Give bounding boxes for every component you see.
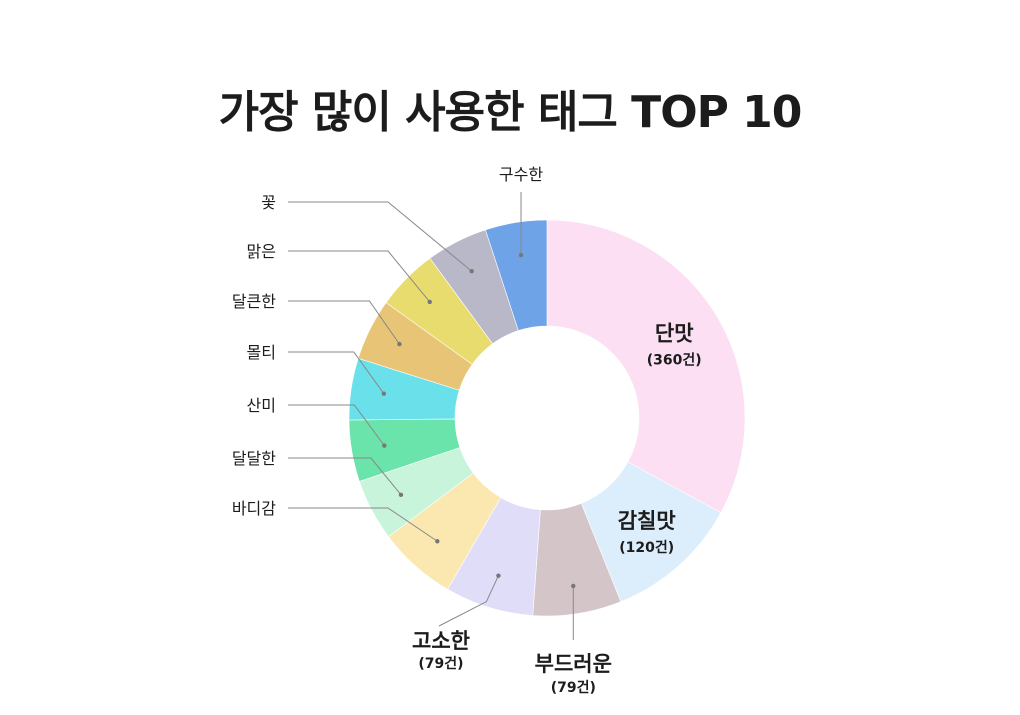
leader-line — [288, 250, 431, 303]
slice-label: 단맛 — [655, 321, 694, 345]
leader-dot — [381, 391, 387, 396]
leader-dot — [398, 492, 404, 498]
slice-count-label: (120건) — [619, 539, 674, 556]
leader-line — [288, 507, 438, 542]
leader-dot — [518, 252, 524, 258]
leader-line — [288, 201, 472, 272]
leader-dot — [469, 269, 474, 274]
chart-title: 가장 많이 사용한 태그 TOP 10 — [218, 87, 803, 138]
leader-line — [288, 300, 400, 345]
slice-label: 산미 — [247, 396, 276, 415]
slice-label: 바디감 — [232, 499, 276, 518]
slice-label: 감칠맛 — [618, 509, 676, 533]
slice-label: 달큰한 — [232, 292, 276, 311]
leader-dot — [571, 583, 576, 589]
slice-label: 꽃 — [261, 193, 276, 212]
slice-count-label: (360건) — [647, 351, 702, 368]
leader-dot — [435, 539, 440, 544]
leader-dot — [382, 443, 387, 448]
leader-line — [288, 457, 402, 496]
slice-label: 구수한 — [499, 165, 543, 184]
slice-label: 달달한 — [232, 449, 276, 468]
leader-dot — [496, 573, 501, 578]
slice-구수한 — [485, 219, 548, 331]
slice-label: 맑은 — [247, 242, 276, 261]
slice-label: 고소한 — [412, 629, 470, 653]
leader-dot — [397, 341, 402, 347]
leader-line — [288, 404, 385, 446]
slice-count-label: (79건) — [418, 655, 463, 672]
leader-line — [288, 351, 385, 394]
leader-line — [438, 575, 499, 627]
leader-dot — [427, 299, 432, 305]
slice-count-label: (79건) — [551, 679, 596, 696]
slice-label: 부드러운 — [535, 652, 612, 676]
slice-단맛 — [546, 219, 746, 514]
slice-label: 몰티 — [247, 343, 276, 362]
